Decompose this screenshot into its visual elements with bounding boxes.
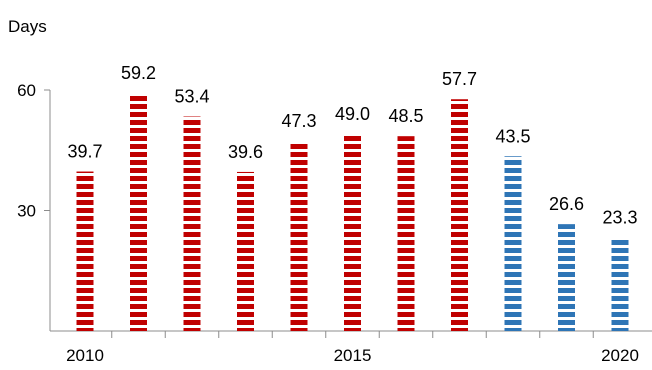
bar-2017 <box>451 99 468 331</box>
data-label-2017: 57.7 <box>442 69 477 89</box>
data-label-2014: 47.3 <box>281 111 316 131</box>
data-label-2013: 39.6 <box>228 142 263 162</box>
data-label-2018: 43.5 <box>495 126 530 146</box>
y-tick-label: 60 <box>17 81 36 100</box>
x-ticks: 2010 2015 2020 <box>66 331 639 365</box>
x-tick-label: 2020 <box>601 346 639 365</box>
data-label-2011: 59.2 <box>121 63 156 83</box>
data-label-2016: 48.5 <box>388 106 423 126</box>
data-label-2010: 39.7 <box>67 142 102 162</box>
data-label-2019: 26.6 <box>549 194 584 214</box>
data-label-2015: 49.0 <box>335 104 370 124</box>
bar-2014 <box>290 141 308 331</box>
bar-2012 <box>183 116 201 331</box>
bar-2016 <box>397 136 415 331</box>
bar-2015 <box>344 134 361 331</box>
y-ticks: 30 60 <box>17 81 50 221</box>
bar-2020 <box>611 237 629 331</box>
bar-2013 <box>237 171 254 331</box>
y-axis-unit-label: Days <box>8 17 47 36</box>
bar-2019 <box>558 224 575 331</box>
data-labels: 39.7 59.2 53.4 39.6 47.3 49.0 48.5 57.7 43.5 26.6… <box>67 63 637 227</box>
bar-2018 <box>504 156 522 331</box>
bar-2011 <box>130 93 147 331</box>
bar-2010 <box>76 171 94 331</box>
x-tick-label: 2015 <box>334 346 372 365</box>
data-label-2012: 53.4 <box>174 87 209 107</box>
data-label-2020: 23.3 <box>602 207 637 227</box>
bars <box>76 93 629 331</box>
y-tick-label: 30 <box>17 202 36 221</box>
x-tick-label: 2010 <box>66 346 104 365</box>
